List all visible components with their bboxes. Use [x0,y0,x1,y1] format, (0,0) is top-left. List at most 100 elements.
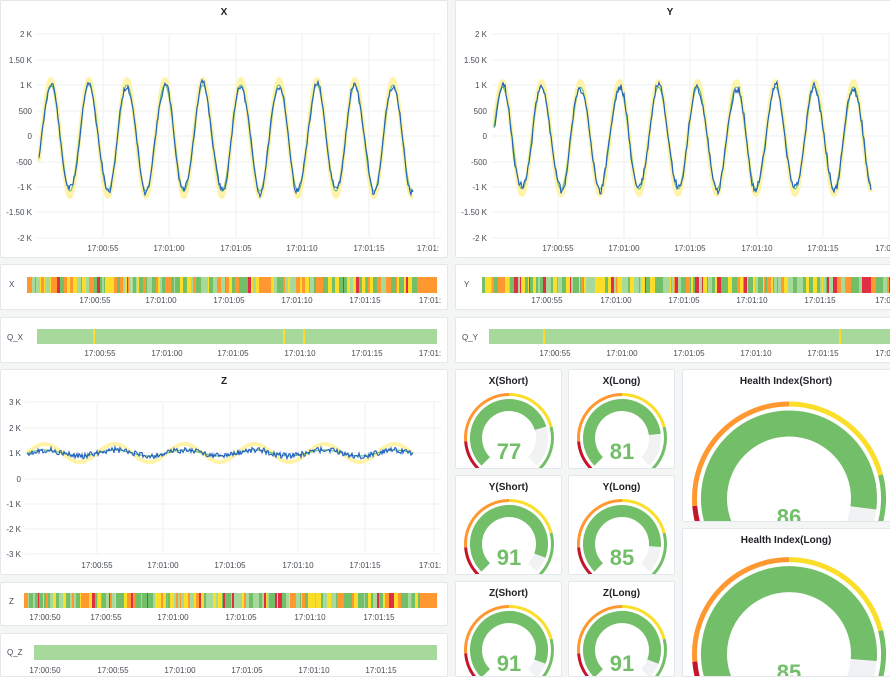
x-tick-label: 17:01:00 [145,296,177,305]
qy-state-timeline-panel[interactable]: Q_Y 17:00:55 17:01:00 17:01:05 17:01:10 … [455,317,890,363]
gauge-y-long-panel[interactable]: Y(Long) 85 [568,475,675,575]
panel-title[interactable]: X [220,7,228,18]
gauge-title[interactable]: Z(Short) [489,588,528,599]
y-state-timeline-panel[interactable]: Y 17:00:55 17:01:00 17:01:05 17:01:10 17… [455,264,890,310]
health-short-panel[interactable]: Health Index(Short) 86 [682,369,890,522]
state-segment [296,277,300,293]
state-segment [826,277,827,293]
state-segment [700,277,702,293]
state-segment [354,593,358,608]
state-segment [690,277,691,293]
state-segment [217,277,221,293]
state-segment [686,277,690,293]
x-tick-label: 17:01:10 [736,296,768,305]
state-segment [415,593,418,608]
state-segment [29,277,32,293]
state-segment [112,277,114,293]
state-segment [146,277,147,293]
state-segment [271,277,274,293]
state-segment [263,277,267,293]
state-segment [177,277,180,293]
state-segment [160,277,162,293]
state-segment [668,277,670,293]
state-segment [296,593,300,608]
state-segment [708,277,712,293]
state-segment [695,277,699,293]
state-segment [663,277,664,293]
state-segment [44,277,45,293]
state-segment [373,277,377,293]
gauge-z-short-panel[interactable]: Z(Short) 91 [455,581,562,677]
state-segment [35,277,36,293]
qx-state-timeline: Q_X 17:00:55 17:01:00 17:01:05 17:01:10 … [7,329,441,358]
state-segment [260,277,263,293]
state-segment [671,277,672,293]
gauge-threshold-arc [508,393,553,428]
state-segment [41,593,43,608]
gauge-value: 91 [497,651,521,676]
state-segment [24,593,28,608]
state-segment [735,277,737,293]
state-segment [571,277,573,293]
gauge-z-long-panel[interactable]: Z(Long) 91 [568,581,675,677]
state-segment [362,277,365,293]
state-segment [102,593,106,608]
state-segment [144,593,147,608]
x-tick-label: 17:00:55 [90,613,122,622]
x-tick-label: 17:01:00 [164,666,196,675]
x-tick-label: 17:01:15 [807,349,839,358]
gauge-title[interactable]: X(Short) [488,376,529,387]
x-state-timeline-panel[interactable]: X 17:00:55 17:01:00 17:01:05 17:01:10 17… [0,264,448,310]
state-segment [845,277,849,293]
x-tick-label: 17:01:15 [363,613,395,622]
gauge-threshold-arc [577,653,590,676]
gauge-title[interactable]: Y(Short) [488,482,529,493]
state-segment [871,277,875,293]
gauge-title[interactable]: Health Index(Short) [739,376,833,387]
y-timeseries-panel[interactable]: Y 2 K 1.50 K 1 K 500 0 -500 -1 K -1.50 K… [455,0,890,258]
panel-title[interactable]: Y [666,7,674,18]
state-segment [135,593,139,608]
state-segment [139,277,141,293]
state-segment [382,593,383,608]
state-segment [412,277,413,293]
state-segment [77,277,81,293]
state-segment [115,593,116,608]
gauge-title[interactable]: X(Long) [602,376,641,387]
state-segment [288,277,290,293]
gauge-y-short-panel[interactable]: Y(Short) 91 [455,475,562,575]
state-segment [40,277,41,293]
state-segment [664,277,668,293]
gauge-x-short-panel[interactable]: X(Short) 77 [455,369,562,469]
state-segment [60,277,64,293]
z-timeseries-panel[interactable]: Z 3 K 2 K 1 K 0 -1 K -2 K -3 K 17:00:55 … [0,369,448,575]
health-long-panel[interactable]: Health Index(Long) 85 [682,528,890,677]
state-segment [77,593,80,608]
x-timeseries-panel[interactable]: X 2 K 1.50 K 1 K 500 0 -500 -1 K -1.50 K… [0,0,448,258]
gauge-value-arc [701,410,877,521]
state-segment [168,277,171,293]
state-segment [778,277,781,293]
gauge-title[interactable]: Z(Long) [602,588,641,599]
z-state-timeline-panel[interactable]: Z 17:00:50 17:00:55 17:01:00 17:01:05 17… [0,582,448,626]
state-segment [875,277,876,293]
qx-state-timeline-panel[interactable]: Q_X 17:00:55 17:01:00 17:01:05 17:01:10 … [0,317,448,363]
state-segment [213,277,217,293]
state-segment [356,277,359,293]
gauge-title[interactable]: Health Index(Long) [740,535,832,546]
panel-title[interactable]: Z [220,376,228,387]
state-segment [543,329,545,344]
y-tick-label: 0 [28,132,33,141]
state-segment [95,593,97,608]
x-tick-label: 17:00:55 [84,349,116,358]
y-tick-label: -3 K [6,550,21,559]
state-segment [406,277,408,293]
state-segment [765,277,767,293]
series-raw-line [26,444,414,461]
state-segment [827,277,829,293]
state-segment [581,277,583,293]
qz-state-timeline-panel[interactable]: Q_Z 17:00:50 17:00:55 17:01:00 17:01:05 … [0,633,448,677]
gauge-title[interactable]: Y(Long) [602,482,641,493]
gauge-x-long-panel[interactable]: X(Long) 81 [568,369,675,469]
state-segment [724,277,728,293]
